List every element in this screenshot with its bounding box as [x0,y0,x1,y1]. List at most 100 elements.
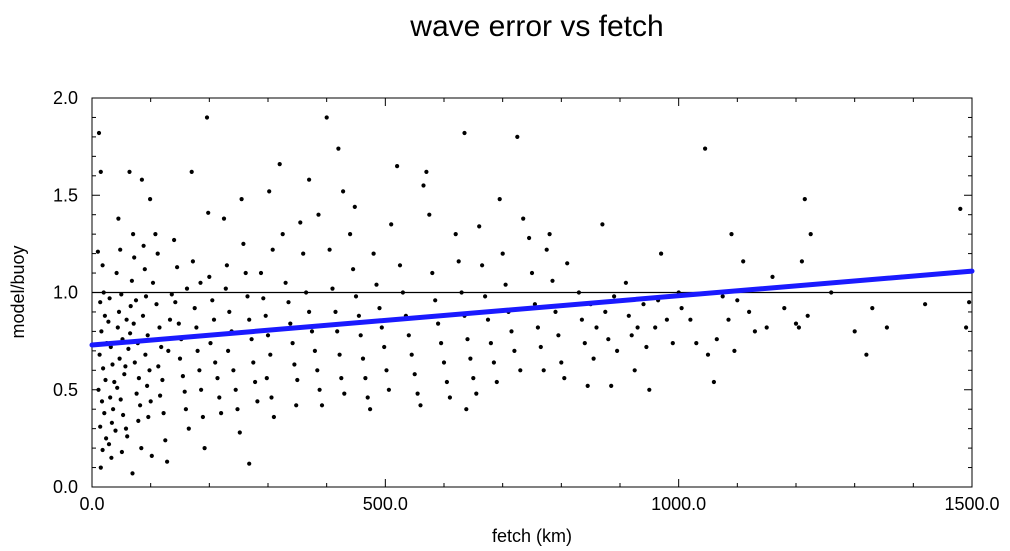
data-point [184,286,190,291]
data-point [348,232,353,237]
data-point [157,325,162,330]
data-point [594,325,599,330]
data-point [98,465,103,470]
data-point [538,344,543,350]
data-point [491,360,496,365]
data-point [197,368,202,373]
data-point [852,329,857,334]
data-point [175,265,180,270]
chart-title: wave error vs fetch [409,10,663,43]
data-point [363,376,368,381]
data-point [98,424,103,429]
data-point [802,197,807,202]
data-point [180,374,185,379]
data-point [464,407,469,412]
data-point [226,348,231,353]
data-point [224,263,229,268]
data-point [409,352,414,357]
data-point [202,446,207,451]
data-point [288,321,293,326]
data-point [245,294,250,299]
data-point [109,455,114,460]
data-point [132,360,137,365]
data-point [131,232,136,237]
data-point [365,395,370,400]
data-point [705,352,711,357]
data-point [258,270,264,276]
data-point [247,461,252,466]
x-tick-label: 500.0 [363,494,408,514]
data-point [406,333,411,338]
data-point [107,296,112,301]
data-point [480,263,485,268]
data-point [264,376,269,381]
data-point [167,317,173,322]
plot-area [89,97,975,488]
tick-labels: 0.0 0.5 1.0 1.5 2.0 0.0 500.0 1000.0 1500.0 [53,88,1000,514]
data-point [207,274,212,279]
data-point [206,210,211,215]
data-point [139,177,144,182]
data-point [98,169,103,174]
data-point [503,282,508,287]
data-point [553,309,558,314]
data-point [559,360,564,365]
data-point [100,447,105,453]
data-point [371,251,376,256]
data-point [211,317,217,322]
data-point [140,313,146,318]
data-point [386,387,391,392]
y-tick-label: 0.0 [53,477,78,497]
data-point [99,329,104,334]
data-point [606,337,611,342]
data-point [141,243,146,248]
data-point [290,341,295,346]
data-point [703,146,708,151]
data-point [360,356,366,361]
data-point [108,395,113,400]
data-point [474,391,479,396]
data-point [165,459,170,464]
data-point [100,263,105,268]
data-point [336,146,341,151]
data-point [166,348,171,353]
data-point [109,420,114,425]
data-point [612,294,617,299]
data-point [121,412,126,418]
data-point [626,313,631,318]
data-point [153,232,158,237]
data-point [444,379,449,385]
data-point [747,309,752,314]
y-tick-label: 1.0 [53,283,78,303]
data-point [237,430,242,435]
data-point [117,356,122,361]
data-point [98,300,103,305]
data-point [582,341,587,346]
data-point [647,387,652,392]
data-point [741,259,746,264]
data-point [694,341,699,346]
y-tick-label: 0.5 [53,380,78,400]
y-tick-label: 2.0 [53,88,78,108]
data-point [720,294,725,299]
y-axis-label: model/buoy [8,245,28,338]
data-point [884,325,890,330]
data-point [115,385,120,390]
data-point [556,333,561,338]
data-point [269,395,274,400]
data-point [377,306,382,311]
data-point [512,348,517,353]
data-point [295,377,300,383]
data-point [192,306,197,311]
data-point [116,309,122,314]
data-point [190,259,195,264]
data-point [111,407,116,412]
data-point [249,337,254,342]
data-point [116,216,121,221]
data-point [808,232,813,237]
data-point [433,298,438,303]
data-point [453,232,458,237]
data-point [659,251,664,256]
data-point [632,368,637,373]
